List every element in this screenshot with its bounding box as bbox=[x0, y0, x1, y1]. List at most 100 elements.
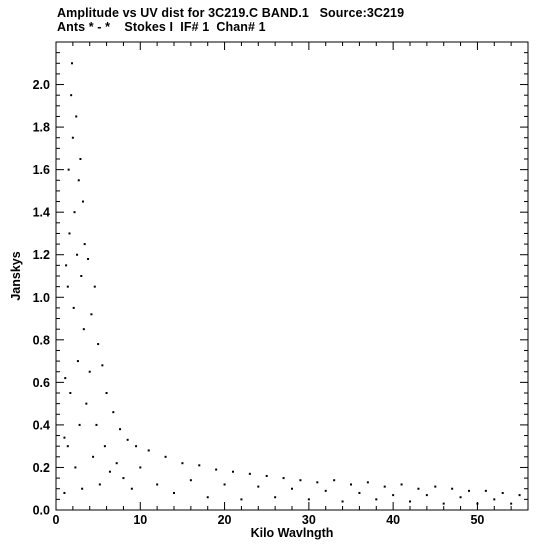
data-point bbox=[93, 285, 96, 288]
data-point bbox=[80, 275, 83, 277]
data-point bbox=[130, 487, 133, 490]
data-point bbox=[189, 479, 192, 482]
data-point bbox=[72, 306, 75, 309]
data-point bbox=[173, 491, 175, 494]
data-point bbox=[63, 491, 66, 494]
data-point bbox=[135, 445, 138, 448]
x-tick-label: 50 bbox=[470, 513, 484, 527]
data-point bbox=[510, 502, 513, 505]
data-point bbox=[232, 470, 234, 473]
data-point bbox=[442, 502, 445, 505]
data-point bbox=[82, 328, 85, 331]
data-point bbox=[215, 468, 218, 471]
data-point bbox=[75, 115, 78, 118]
x-tick-label: 10 bbox=[133, 513, 147, 527]
data-point bbox=[81, 487, 84, 490]
data-point bbox=[66, 285, 69, 288]
data-point bbox=[78, 423, 81, 426]
data-point bbox=[358, 491, 361, 494]
data-point bbox=[501, 491, 504, 494]
y-tick-label: 1.2 bbox=[33, 248, 50, 262]
data-point bbox=[87, 257, 90, 260]
y-axis-label: Janskys bbox=[9, 251, 23, 300]
data-point bbox=[156, 483, 159, 486]
data-point bbox=[181, 462, 184, 465]
chart-subtitle: Ants * - * Stokes I IF# 1 Chan# 1 bbox=[57, 20, 266, 34]
x-tick-label: 30 bbox=[302, 513, 316, 527]
data-point bbox=[92, 455, 95, 458]
data-point bbox=[65, 264, 68, 267]
data-point bbox=[67, 168, 70, 171]
y-tick-label: 1.4 bbox=[33, 206, 50, 220]
data-point bbox=[425, 494, 428, 497]
data-point bbox=[74, 466, 77, 469]
data-point bbox=[434, 485, 437, 488]
data-point bbox=[476, 502, 479, 505]
data-point bbox=[101, 364, 104, 367]
y-tick-label: 0.2 bbox=[33, 461, 50, 475]
y-tick-label: 1.8 bbox=[33, 121, 50, 135]
y-tick-label: 1.6 bbox=[33, 163, 50, 177]
data-point bbox=[257, 485, 260, 488]
data-point bbox=[400, 483, 403, 486]
data-point bbox=[409, 500, 411, 503]
data-point bbox=[341, 500, 344, 503]
data-point bbox=[139, 466, 142, 469]
data-point bbox=[126, 438, 129, 441]
data-point bbox=[291, 487, 293, 490]
data-point bbox=[108, 470, 111, 473]
data-point bbox=[76, 360, 79, 363]
data-point bbox=[98, 483, 101, 486]
x-tick-label: 0 bbox=[53, 513, 60, 527]
data-point bbox=[90, 313, 93, 316]
data-point bbox=[333, 479, 336, 482]
data-point bbox=[76, 253, 79, 256]
data-point bbox=[83, 243, 86, 246]
data-point bbox=[71, 62, 74, 65]
data-points bbox=[63, 62, 521, 505]
data-point bbox=[122, 477, 125, 480]
data-point bbox=[366, 481, 369, 484]
data-point bbox=[79, 158, 82, 160]
data-point bbox=[265, 474, 268, 477]
data-point bbox=[103, 445, 106, 448]
y-tick-label: 1.0 bbox=[33, 291, 50, 305]
data-point bbox=[97, 343, 100, 346]
data-point bbox=[77, 179, 80, 182]
y-tick-label: 0.8 bbox=[33, 333, 50, 347]
data-point bbox=[350, 483, 352, 486]
data-point bbox=[417, 487, 420, 490]
data-point bbox=[115, 462, 118, 465]
data-point bbox=[198, 464, 201, 467]
data-point bbox=[307, 498, 310, 501]
y-tick-label: 2.0 bbox=[33, 78, 50, 92]
data-point bbox=[66, 445, 69, 448]
data-point bbox=[85, 402, 88, 405]
data-point bbox=[64, 377, 67, 380]
data-point bbox=[459, 496, 462, 499]
data-point bbox=[71, 136, 74, 139]
data-point bbox=[81, 200, 84, 203]
data-point bbox=[248, 472, 251, 475]
y-tick-label: 0.6 bbox=[33, 376, 50, 390]
data-point bbox=[70, 94, 73, 97]
y-tick-label: 0.4 bbox=[33, 418, 50, 432]
data-point bbox=[105, 392, 108, 394]
data-point bbox=[119, 428, 122, 431]
y-tick-label: 0.0 bbox=[33, 504, 50, 518]
data-point bbox=[112, 411, 115, 414]
data-point bbox=[299, 479, 302, 482]
data-point bbox=[73, 211, 76, 214]
data-point bbox=[316, 481, 319, 484]
data-point bbox=[282, 477, 285, 480]
data-point bbox=[223, 483, 226, 486]
data-point bbox=[240, 498, 243, 501]
data-point bbox=[63, 436, 66, 439]
data-point bbox=[274, 496, 277, 499]
x-tick-label: 20 bbox=[218, 513, 232, 527]
data-point bbox=[375, 498, 378, 501]
axis-ticks: 0 10 20 30 40 50 0.0 0.2 0.4 0.6 0.8 1.0 1.2 1.4 1.6 1.… bbox=[33, 42, 528, 527]
data-point bbox=[68, 232, 71, 235]
data-point bbox=[468, 489, 470, 492]
